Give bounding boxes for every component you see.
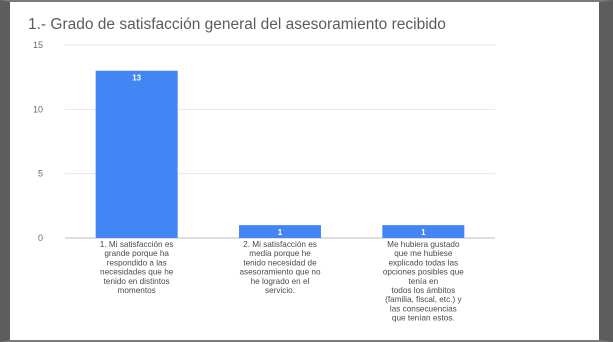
y-tick-label: 5 <box>38 169 43 179</box>
category-label-line: que tenían estos. <box>392 314 455 323</box>
category-label-line: (familia, fiscal, etc.) y <box>385 295 462 304</box>
bar <box>95 70 178 238</box>
data-label: 13 <box>132 74 141 83</box>
data-label: 1 <box>421 228 426 237</box>
data-label: 1 <box>278 228 283 237</box>
category-label-line: todos los ámbitos <box>391 286 455 295</box>
category-label-line: opciones posibles que <box>383 268 464 277</box>
category-label-line: 2. Mi satisfacción es <box>243 240 317 249</box>
category-label-line: las consecuencias <box>390 304 457 313</box>
category-label: 1. Mi satisfacción es grande porque ha res… <box>100 240 174 295</box>
category-labels: 1. Mi satisfacción es grande porque ha res… <box>100 240 464 323</box>
category-label-line: tenido necesidad de <box>243 258 317 267</box>
chart-title: 1.- Grado de satisfacción general del as… <box>28 16 446 33</box>
y-tick-label: 0 <box>38 233 43 243</box>
y-axis-ticks: 0 5 10 15 <box>33 40 43 243</box>
category-label: Me hubiera gustado que me hubiese explicad… <box>383 240 464 323</box>
data-labels: 13 1 1 <box>132 74 426 237</box>
category-label-line: servicio. <box>265 286 295 295</box>
category-label-line: que me hubiese <box>394 249 453 258</box>
category-label-line: momentos <box>118 286 156 295</box>
bar <box>239 225 321 238</box>
category-label: 2. Mi satisfacción es media porque he teni… <box>239 240 320 295</box>
category-label-line: tenía en <box>409 277 439 286</box>
category-label-line: Me hubiera gustado <box>387 240 460 249</box>
category-label-line: explicado todas las <box>389 258 459 267</box>
bars <box>95 70 465 238</box>
category-label-line: 1. Mi satisfacción es <box>100 240 174 249</box>
bar <box>382 225 465 238</box>
category-label-line: asesoramiento que no <box>239 268 320 277</box>
category-label-line: media porque he <box>249 249 311 258</box>
y-tick-label: 10 <box>33 104 43 114</box>
category-label-line: necesidades que he <box>100 268 174 277</box>
category-label-line: respondido a las <box>107 258 167 267</box>
category-label-line: he logrado en el <box>251 277 310 286</box>
category-label-line: grande porque ha <box>104 249 169 258</box>
y-tick-label: 15 <box>33 40 43 50</box>
category-label-line: tenido en distintos <box>104 277 170 286</box>
